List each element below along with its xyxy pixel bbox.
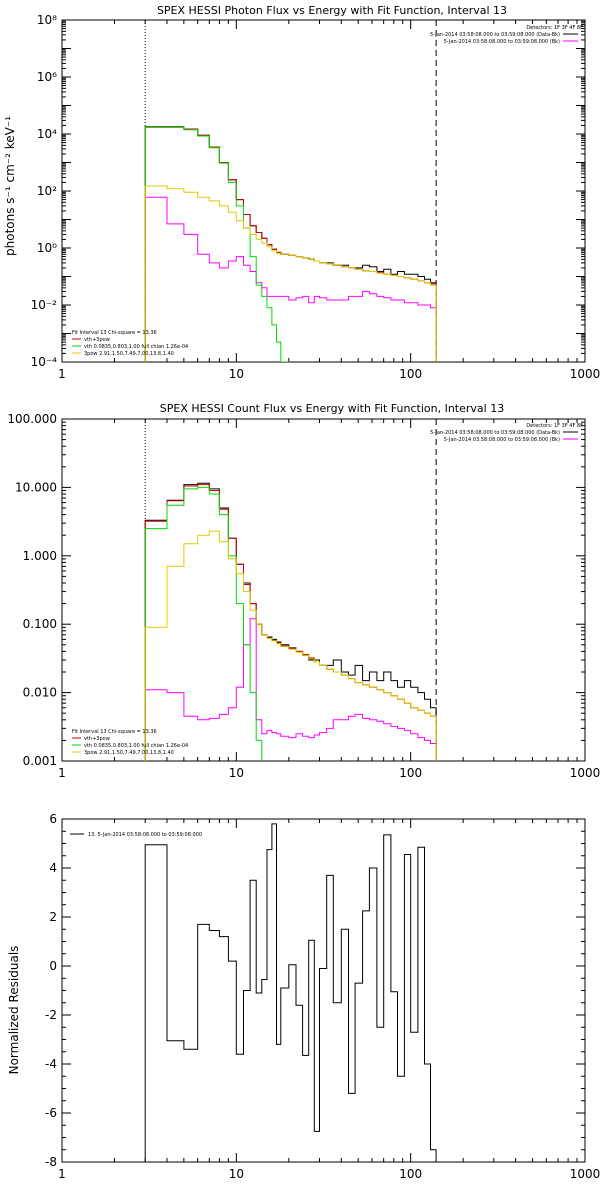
photon-flux-x-tick-label: 1000 xyxy=(570,367,600,381)
residuals-series-0 xyxy=(144,823,437,1162)
residuals-legend-label: 13. 5-Jan-2014 03:58:08.000 to 03:59:08.… xyxy=(88,832,202,838)
count-flux-x-tick-label: 1 xyxy=(58,766,66,780)
residuals-y-tick-label: 6 xyxy=(49,812,57,826)
photon-flux-ylabel: photons s⁻¹ cm⁻² keV⁻¹ xyxy=(3,116,17,256)
photon-flux-series-0 xyxy=(144,126,437,362)
count-flux-x-tick-label: 10 xyxy=(229,766,244,780)
photon-flux-series-2 xyxy=(144,126,437,362)
count-flux-series-4 xyxy=(144,530,437,761)
residuals-y-tick-label: -4 xyxy=(45,1057,57,1071)
count-flux-panel: SPEX HESSI Count Flux vs Energy with Fit… xyxy=(7,402,600,780)
photon-flux-plot-area: 1 10 100 1000 10⁻⁴ 10⁻² 10⁰ 10² 10⁴ 10⁶ 10⁸ xyxy=(31,13,600,381)
count-flux-y-tick-label: 100.000 xyxy=(7,412,57,426)
photon-flux-fit-line-1: Fit Interval 13 Chi-square = 13.36 xyxy=(72,330,157,336)
photon-flux-plot-frame xyxy=(61,19,586,363)
photon-flux-y-tick-label: 10⁻² xyxy=(31,298,58,312)
count-flux-y-tick-label: 10.000 xyxy=(15,480,57,494)
count-flux-series-3 xyxy=(144,486,437,761)
count-flux-info-2: 5-Jan-2014 03:58:08.000 to 03:59:08.000 … xyxy=(430,430,560,436)
count-flux-y-tick-label: 1.000 xyxy=(23,549,57,563)
residuals-plot-frame xyxy=(61,818,586,1163)
count-flux-plot-frame xyxy=(61,418,586,762)
residuals-x-tick-label: 1000 xyxy=(570,1167,600,1181)
count-flux-fit-line-3: vth 0.0835,0.803,1.00 full chian 1.26e-0… xyxy=(84,743,188,749)
count-flux-title: SPEX HESSI Count Flux vs Energy with Fit… xyxy=(160,402,504,415)
photon-flux-y-tick-label: 10⁴ xyxy=(37,127,57,141)
count-flux-info-1: Detectors: 1F 3F 4F 8F xyxy=(526,423,583,429)
photon-flux-x-tick-label: 100 xyxy=(399,367,422,381)
count-flux-series-1 xyxy=(144,618,437,761)
residuals-y-tick-label: -6 xyxy=(45,1106,57,1120)
count-flux-y-tick-label: 0.010 xyxy=(23,686,57,700)
photon-flux-fit-line-4: 3pow 2.91,1.50,7.49,7.00,13.8,1.40 xyxy=(84,351,174,357)
photon-flux-y-tick-label: 10⁸ xyxy=(37,13,57,27)
count-flux-y-tick-label: 0.100 xyxy=(23,617,57,631)
count-flux-x-tick-label: 100 xyxy=(399,766,422,780)
photon-flux-x-tick-label: 1 xyxy=(58,367,66,381)
photon-flux-x-tick-label: 10 xyxy=(229,367,244,381)
residuals-ylabel: Normalized Residuals xyxy=(7,946,21,1075)
residuals-plot-area: 1 10 100 1000 -8 -6 -4 -2 0 2 4 6 xyxy=(45,812,600,1181)
count-flux-info-3: 5-Jan-2014 03:58:08.000 to 03:59:08.000 … xyxy=(444,437,560,443)
residuals-y-tick-label: -2 xyxy=(45,1008,57,1022)
residuals-y-tick-label: -8 xyxy=(45,1155,57,1169)
count-flux-fit-line-1: Fit Interval 13 Chi-square = 13.36 xyxy=(72,729,157,735)
count-flux-fit-line-2: vth+3pow xyxy=(84,736,110,742)
photon-flux-panel: SPEX HESSI Photon Flux vs Energy with Fi… xyxy=(3,4,600,381)
residuals-x-tick-label: 1 xyxy=(58,1167,66,1181)
photon-flux-title: SPEX HESSI Photon Flux vs Energy with Fi… xyxy=(157,4,507,17)
count-flux-series-0 xyxy=(144,482,437,761)
photon-flux-info-2: 5-Jan-2014 03:58:08.000 to 03:59:08.000 … xyxy=(430,32,560,38)
photon-flux-series-3 xyxy=(144,126,437,362)
residuals-y-tick-label: 4 xyxy=(49,861,57,875)
photon-flux-y-tick-label: 10⁰ xyxy=(37,241,57,255)
photon-flux-series-4 xyxy=(144,185,437,362)
count-flux-fit-line-4: 3pow 2.91,1.50,7.49,7.00,13.8,1.40 xyxy=(84,750,174,756)
photon-flux-series-1 xyxy=(144,196,437,362)
photon-flux-info-3: 5-Jan-2014 03:58:08.000 to 03:59:08.000 … xyxy=(444,39,560,45)
residuals-y-tick-label: 2 xyxy=(49,910,57,924)
residuals-x-tick-label: 100 xyxy=(399,1167,422,1181)
count-flux-plot-area: 1 10 100 1000 0.001 0.010 0.100 1.000 10.000 100.… xyxy=(7,412,600,780)
count-flux-series-2 xyxy=(144,484,437,761)
photon-flux-fit-line-2: vth+3pow xyxy=(84,337,110,343)
residuals-y-tick-label: 0 xyxy=(49,959,57,973)
residuals-x-tick-label: 10 xyxy=(229,1167,244,1181)
photon-flux-fit-line-3: vth 0.0835,0.803,1.00 full chian 1.26e-0… xyxy=(84,344,188,350)
photon-flux-y-tick-label: 10⁶ xyxy=(37,70,57,84)
count-flux-y-tick-label: 0.001 xyxy=(23,754,57,768)
photon-flux-info-1: Detectors: 1F 3F 4F 8F xyxy=(526,25,583,31)
count-flux-x-tick-label: 1000 xyxy=(570,766,600,780)
photon-flux-y-tick-label: 10² xyxy=(37,184,57,198)
photon-flux-y-tick-label: 10⁻⁴ xyxy=(31,355,58,369)
residuals-panel: Normalized Residuals 1 10 100 1000 -8 -6 -4 -2 0… xyxy=(7,812,600,1181)
